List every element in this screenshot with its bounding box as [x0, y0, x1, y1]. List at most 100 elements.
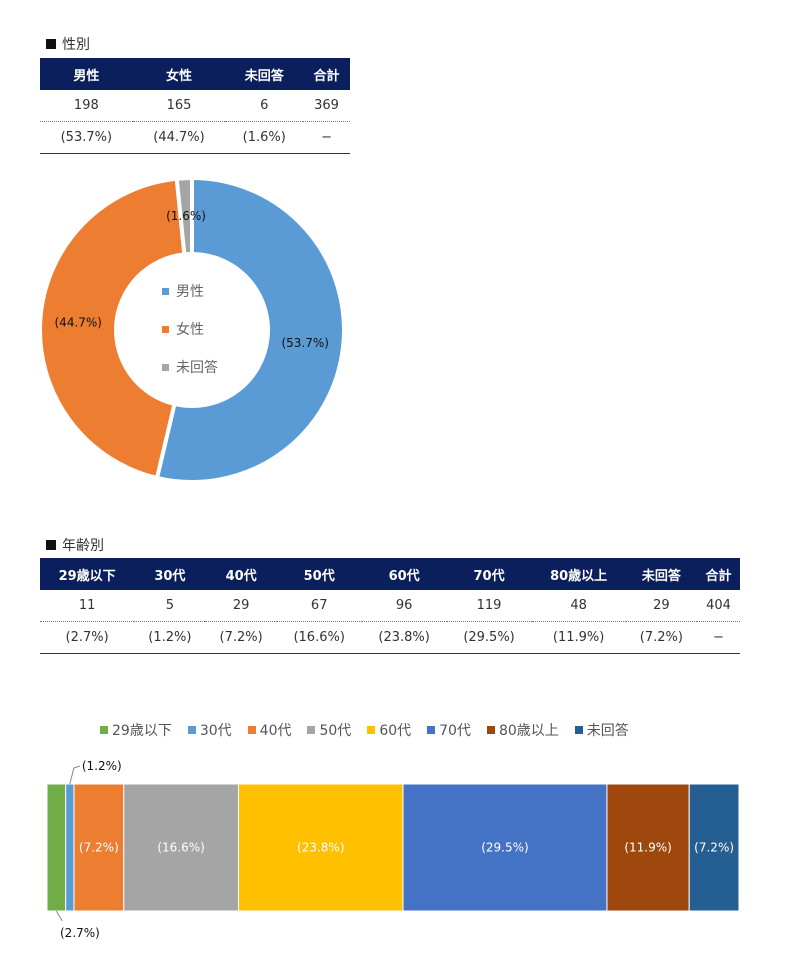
square-bullet-icon [46, 39, 56, 49]
bar-data-label: (1.2%) [82, 759, 122, 773]
gender-table: 男性 女性 未回答 合計 198 165 6 369 (53.7%) (44.7… [40, 58, 350, 154]
age-count: 67 [276, 590, 362, 622]
bar-data-label: (7.2%) [79, 841, 119, 855]
gender-header: 女性 [132, 58, 226, 90]
age-count: 404 [696, 590, 740, 622]
age-count: 29 [205, 590, 277, 622]
gender-percent: (53.7%) [40, 121, 133, 154]
age-header: 29歳以下 [40, 558, 135, 590]
donut-slice [174, 175, 194, 257]
bar-data-label: (29.5%) [481, 841, 528, 855]
age-title: 年齢別 [62, 538, 104, 554]
age-percent: (29.5%) [446, 621, 532, 654]
donut-legend-swatch [162, 364, 169, 371]
age-count: 119 [446, 590, 532, 622]
bar-legend-swatch [367, 726, 376, 734]
bar-legend-label: 60代 [379, 723, 412, 739]
age-section-title: 年齢別 [46, 535, 104, 555]
donut-legend-swatch [162, 326, 169, 333]
age-stacked-bar-chart: (2.7%) (1.2%) (7.2%) (16.6%) (23.8%) (29.5%) (… [46, 759, 740, 940]
bar-legend-item: 30代 [187, 720, 232, 740]
age-count: 96 [361, 590, 447, 622]
age-table: 29歳以下 30代 40代 50代 60代 70代 80歳以上 未回答 合計 1… [40, 558, 740, 654]
donut-legend-label: 未回答 [176, 359, 218, 376]
bar-legend-swatch [187, 726, 196, 734]
bar-data-label: (7.2%) [694, 841, 734, 855]
stacked-bar-segment [688, 783, 740, 912]
age-percent: (2.7%) [40, 621, 135, 654]
gender-header: 合計 [303, 58, 350, 90]
age-percent: (7.2%) [625, 621, 697, 654]
age-header: 50代 [276, 558, 362, 590]
bar-data-label: (16.6%) [157, 841, 204, 855]
donut-data-label: (53.7%) [281, 336, 328, 350]
bar-legend-item: 29歳以下 [100, 720, 172, 740]
bar-legend-label: 40代 [259, 723, 292, 739]
age-header: 60代 [361, 558, 447, 590]
bar-legend-item: 80歳以上 [486, 720, 559, 740]
stacked-bar-segment [402, 783, 608, 912]
stacked-bar-segment [123, 783, 239, 912]
gender-percent: (1.6%) [225, 121, 304, 154]
bar-data-label: (23.8%) [297, 841, 344, 855]
bar-data-label: (2.7%) [60, 926, 100, 940]
bar-legend-swatch [486, 726, 495, 734]
gender-title: 性別 [62, 37, 90, 53]
bar-legend-label: 50代 [319, 723, 352, 739]
bar-legend-label: 未回答 [586, 723, 629, 739]
bar-legend-swatch [307, 726, 316, 734]
donut-slice [154, 175, 346, 484]
gender-count: 165 [132, 90, 226, 122]
age-header: 30代 [134, 558, 206, 590]
age-bar-legend: 29歳以下 30代 40代 50代 60代 70代 80歳以上 未回答 [100, 720, 629, 740]
age-count: 29 [625, 590, 697, 622]
bar-legend-label: 80歳以上 [498, 723, 559, 739]
gender-percent: (44.7%) [132, 121, 226, 154]
donut-slice [38, 176, 187, 481]
age-count: 11 [40, 590, 135, 622]
gender-header: 未回答 [225, 58, 304, 90]
bar-legend-item: 60代 [367, 720, 411, 740]
leader-line [55, 910, 63, 922]
bar-legend-swatch [247, 726, 256, 734]
age-percent: − [696, 621, 740, 654]
bar-legend-swatch [100, 726, 108, 734]
bar-data-label: (11.9%) [624, 841, 671, 855]
age-percent: (16.6%) [276, 621, 362, 654]
bar-legend-swatch [574, 726, 583, 734]
leader-line [69, 765, 80, 785]
stacked-bar-segment [606, 783, 690, 912]
bar-legend-item: 未回答 [574, 720, 629, 740]
age-header: 合計 [696, 558, 740, 590]
donut-legend-label: 男性 [176, 284, 204, 300]
stacked-bar-segment [65, 783, 75, 912]
age-count: 5 [134, 590, 206, 622]
age-header: 40代 [205, 558, 277, 590]
age-count: 48 [531, 590, 626, 622]
donut-data-label: (44.7%) [55, 315, 102, 329]
bar-legend-item: 40代 [247, 720, 292, 740]
gender-count: 198 [40, 90, 133, 122]
bar-legend-swatch [427, 726, 436, 734]
gender-count: 6 [225, 90, 304, 122]
bar-legend-label: 29歳以下 [112, 723, 172, 739]
age-header: 70代 [446, 558, 532, 590]
age-header: 80歳以上 [531, 558, 626, 590]
bar-legend-item: 70代 [427, 720, 471, 740]
bar-legend-label: 70代 [439, 723, 471, 739]
donut-legend-label: 女性 [176, 321, 204, 338]
gender-count: 369 [303, 90, 350, 122]
gender-section-title: 性別 [46, 34, 90, 54]
gender-percent: − [303, 121, 350, 154]
donut-legend-swatch [162, 288, 169, 295]
stacked-bar-segment [73, 783, 125, 912]
age-percent: (11.9%) [531, 621, 626, 654]
age-percent: (23.8%) [361, 621, 447, 654]
age-header: 未回答 [625, 558, 697, 590]
age-percent: (7.2%) [205, 621, 277, 654]
age-percent: (1.2%) [134, 621, 206, 654]
square-bullet-icon [46, 540, 56, 550]
stacked-bar-segment [237, 783, 404, 912]
gender-header: 男性 [40, 58, 133, 90]
donut-data-label: (1.6%) [166, 209, 206, 223]
